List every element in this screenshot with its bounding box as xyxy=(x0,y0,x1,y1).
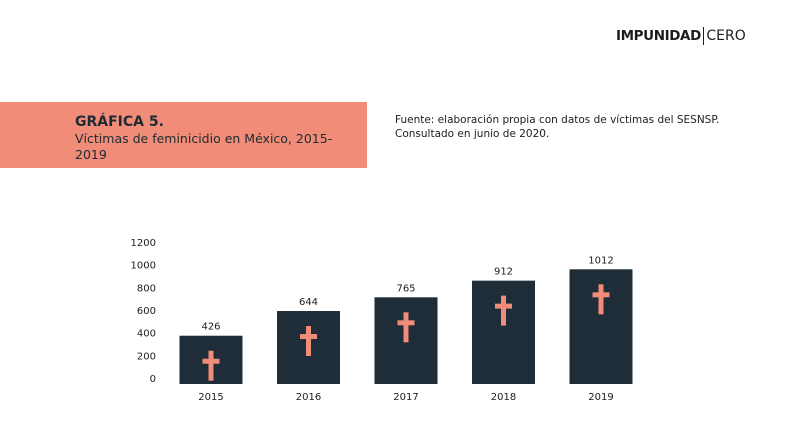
cross-icon xyxy=(300,326,317,357)
cross-icon xyxy=(495,295,512,326)
x-tick-label: 2019 xyxy=(588,392,613,403)
chart-number: GRÁFICA 5. xyxy=(75,114,164,130)
chart-title: Víctimas de feminicidio en México, 2015-… xyxy=(75,131,333,162)
y-tick-label: 400 xyxy=(137,329,156,340)
x-tick-label: 2016 xyxy=(296,392,321,403)
value-label: 765 xyxy=(396,283,415,294)
value-label: 912 xyxy=(494,267,513,278)
cross-icon xyxy=(397,312,415,343)
x-axis: 2015 2016 2017 2018 2019 xyxy=(198,392,613,403)
x-tick-label: 2015 xyxy=(198,392,223,403)
x-tick-label: 2017 xyxy=(393,392,418,403)
cross-icon xyxy=(202,350,220,381)
cross-icon xyxy=(592,284,610,315)
value-label: 1012 xyxy=(588,255,613,266)
value-label: 426 xyxy=(201,322,220,333)
y-tick-label: 200 xyxy=(137,351,156,362)
y-tick-label: 1000 xyxy=(131,261,156,272)
source-note: Fuente: elaboración propia con datos de … xyxy=(395,113,725,141)
consulted-line: Consultado en junio de 2020. xyxy=(395,128,550,140)
chart-header-banner: GRÁFICA 5. Víctimas de feminicidio en Mé… xyxy=(0,102,367,168)
y-tick-label: 600 xyxy=(137,306,156,317)
logo-text-bold: IMPUNIDAD xyxy=(616,28,701,44)
x-tick-label: 2018 xyxy=(491,392,516,403)
logo-divider xyxy=(702,27,705,45)
bars-group: 426 644 765 912 1012 xyxy=(179,255,633,384)
logo-text-light: CERO xyxy=(706,28,746,44)
source-line: Fuente: elaboración propia con datos de … xyxy=(395,114,720,126)
y-tick-label: 0 xyxy=(150,374,156,385)
y-axis: 0 200 400 600 800 1000 1200 xyxy=(131,238,156,385)
y-tick-label: 800 xyxy=(137,283,156,294)
value-label: 644 xyxy=(299,297,318,308)
y-tick-label: 1200 xyxy=(131,238,156,249)
brand-logo: IMPUNIDAD CERO xyxy=(616,25,746,47)
